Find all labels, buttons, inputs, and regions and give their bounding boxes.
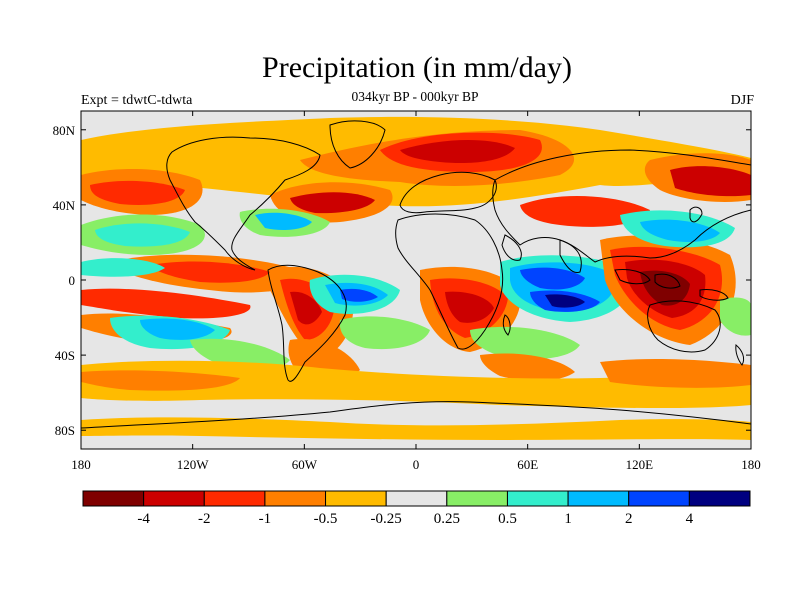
anomaly-region — [81, 258, 165, 277]
anomaly-region — [81, 370, 240, 391]
anomaly-region — [81, 360, 751, 409]
lat-tick-label: 80N — [53, 123, 76, 138]
anomaly-region — [470, 326, 580, 360]
anomaly-region — [720, 297, 751, 336]
colorbar-swatch — [567, 490, 630, 507]
anomaly-region — [81, 288, 251, 319]
map-axes: 180 120W 60W 0 60E 120E 180 80N 40N 0 40S 80S — [53, 111, 761, 472]
anomaly-region — [400, 139, 515, 164]
season-label: DJF — [730, 93, 754, 108]
colorbar-label: 2 — [625, 511, 633, 527]
anomaly-region — [520, 267, 585, 290]
continent-outline — [654, 273, 681, 289]
anomaly-region — [150, 261, 270, 283]
chart-title: Precipitation (in mm/day) — [262, 51, 572, 84]
continent-outline — [647, 300, 721, 353]
lon-tick-label: 120W — [177, 457, 210, 472]
colorbar-swatch — [506, 490, 569, 507]
lon-tick-label: 180 — [71, 457, 91, 472]
colorbar-label: -0.5 — [314, 511, 338, 527]
colorbar-swatch — [203, 490, 266, 507]
anomaly-region — [290, 291, 322, 325]
anomaly-region — [340, 288, 378, 302]
colorbar-swatch — [264, 490, 327, 507]
colorbar-label: -0.25 — [371, 511, 402, 527]
continent-outline — [267, 264, 347, 382]
anomaly-region — [445, 291, 494, 323]
lon-tick-label: 120E — [626, 457, 654, 472]
colorbar-label: -1 — [259, 511, 272, 527]
lon-tick-label: 60E — [517, 457, 538, 472]
lat-tick-label: 40N — [53, 198, 76, 213]
anomaly-region — [255, 212, 312, 230]
anomaly-region — [640, 219, 720, 242]
colorbar-swatch — [446, 490, 508, 507]
anomaly-region — [95, 223, 190, 247]
anomaly-region — [140, 318, 215, 340]
continent-outline — [699, 289, 729, 301]
continent-outline — [492, 149, 751, 263]
continent-outline — [559, 239, 582, 274]
continent-outline — [166, 136, 321, 271]
colorbar-swatch — [82, 490, 145, 507]
anomaly-region — [545, 294, 585, 308]
colorbar-label: 4 — [686, 511, 694, 527]
period-label: 034kyr BP - 000kyr BP — [351, 89, 479, 104]
anomaly-region — [600, 358, 751, 388]
colorbar-label: -4 — [137, 511, 150, 527]
colorbar-label: -2 — [198, 511, 211, 527]
anomaly-region — [640, 270, 690, 306]
anomaly-region — [520, 195, 650, 227]
lon-tick-label: 180 — [741, 457, 761, 472]
continent-outline — [502, 314, 511, 336]
anomaly-field — [81, 116, 751, 440]
continent-outline — [501, 234, 522, 261]
anomaly-region — [81, 417, 751, 440]
colorbar-swatch — [688, 490, 751, 507]
anomaly-region — [480, 353, 575, 381]
anomaly-region — [670, 166, 751, 197]
coastlines — [81, 120, 751, 429]
continent-outline — [81, 401, 751, 429]
colorbar-label: 1 — [564, 511, 572, 527]
continent-outline — [329, 120, 386, 169]
colorbar-swatch — [143, 490, 205, 507]
lat-tick-label: 40S — [55, 348, 75, 363]
experiment-label: Expt = tdwtC-tdwta — [81, 93, 193, 108]
continent-outline — [614, 269, 651, 285]
continent-outline — [395, 213, 504, 350]
lon-tick-label: 0 — [413, 457, 420, 472]
colorbar-swatch — [385, 490, 448, 507]
colorbar-label: 0.5 — [498, 511, 517, 527]
anomaly-region — [290, 192, 375, 214]
colorbar-label: 0.25 — [434, 511, 460, 527]
colorbar-swatch — [628, 490, 690, 507]
lat-tick-label: 0 — [69, 273, 76, 288]
continent-outline — [735, 344, 745, 366]
colorbar: -4 -2 -1 -0.5 -0.25 0.25 0.5 1 2 4 — [82, 490, 751, 527]
anomaly-region — [339, 316, 430, 350]
lon-tick-label: 60W — [292, 457, 318, 472]
colorbar-swatch — [325, 490, 387, 507]
lat-tick-label: 80S — [55, 423, 75, 438]
anomaly-region — [90, 180, 185, 205]
continent-outline — [689, 206, 703, 223]
